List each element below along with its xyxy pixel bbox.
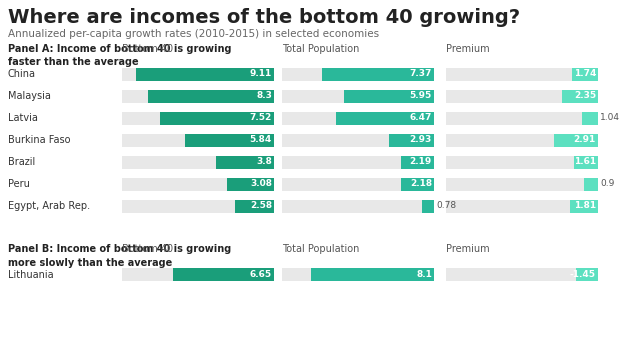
Bar — [336, 112, 434, 125]
Bar — [282, 156, 434, 169]
Text: 1.04: 1.04 — [600, 113, 620, 122]
Text: 2.93: 2.93 — [410, 136, 432, 145]
Text: 5.95: 5.95 — [410, 92, 432, 101]
Bar — [311, 268, 434, 281]
Bar — [122, 177, 274, 190]
Text: -1.45: -1.45 — [570, 270, 596, 279]
Text: 5.84: 5.84 — [250, 136, 272, 145]
Text: Panel A: Income of bottom 40 is growing
faster than the average: Panel A: Income of bottom 40 is growing … — [8, 44, 232, 67]
Text: Burkina Faso: Burkina Faso — [8, 135, 71, 145]
Bar — [446, 177, 598, 190]
Bar — [446, 200, 598, 213]
Bar — [282, 112, 434, 125]
Text: Bottom 40: Bottom 40 — [122, 44, 173, 54]
Bar — [160, 112, 274, 125]
Bar — [446, 156, 598, 169]
Bar — [446, 268, 598, 281]
Bar — [446, 112, 598, 125]
Bar — [562, 89, 598, 102]
Text: 3.8: 3.8 — [256, 157, 272, 166]
Bar — [122, 200, 274, 213]
Bar — [422, 200, 434, 213]
Text: 2.35: 2.35 — [574, 92, 596, 101]
Bar — [389, 133, 434, 146]
Text: 2.19: 2.19 — [410, 157, 432, 166]
Bar — [573, 156, 598, 169]
Text: 8.3: 8.3 — [256, 92, 272, 101]
Text: 0.78: 0.78 — [436, 201, 456, 210]
Bar — [446, 89, 598, 102]
Text: 9.11: 9.11 — [250, 69, 272, 78]
Text: 3.08: 3.08 — [250, 180, 272, 189]
Bar — [446, 68, 598, 81]
Bar — [185, 133, 274, 146]
Bar — [282, 68, 434, 81]
Bar — [173, 268, 274, 281]
Bar — [122, 112, 274, 125]
Text: Where are incomes of the bottom 40 growing?: Where are incomes of the bottom 40 growi… — [8, 8, 520, 27]
Text: 6.47: 6.47 — [409, 113, 432, 122]
Text: 1.74: 1.74 — [573, 69, 596, 78]
Text: 1.81: 1.81 — [574, 201, 596, 210]
Bar — [282, 133, 434, 146]
Text: 2.91: 2.91 — [574, 136, 596, 145]
Bar — [554, 133, 598, 146]
Text: 1.61: 1.61 — [574, 157, 596, 166]
Text: 2.58: 2.58 — [250, 201, 272, 210]
Bar — [282, 268, 434, 281]
Text: Total Population: Total Population — [282, 44, 359, 54]
Bar — [282, 200, 434, 213]
Text: 7.37: 7.37 — [409, 69, 432, 78]
Text: 7.52: 7.52 — [250, 113, 272, 122]
Text: 2.18: 2.18 — [410, 180, 432, 189]
Bar — [122, 89, 274, 102]
Bar — [322, 68, 434, 81]
Text: Panel B: Income of bottom 40 is growing
more slowly than the average: Panel B: Income of bottom 40 is growing … — [8, 245, 231, 268]
Text: Premium: Premium — [446, 44, 490, 54]
Bar — [122, 156, 274, 169]
Bar — [122, 68, 274, 81]
Bar — [582, 112, 598, 125]
Text: 0.9: 0.9 — [600, 180, 614, 189]
Bar — [122, 268, 274, 281]
Text: Lithuania: Lithuania — [8, 270, 54, 279]
Bar — [570, 200, 598, 213]
Bar — [148, 89, 274, 102]
Bar — [235, 200, 274, 213]
Bar — [135, 68, 274, 81]
Bar — [216, 156, 274, 169]
Text: China: China — [8, 69, 36, 79]
Text: Peru: Peru — [8, 179, 30, 189]
Text: Egypt, Arab Rep.: Egypt, Arab Rep. — [8, 201, 90, 211]
Text: Annualized per-capita growth rates (2010-2015) in selected economies: Annualized per-capita growth rates (2010… — [8, 29, 379, 39]
Bar — [344, 89, 434, 102]
Bar — [227, 177, 274, 190]
Text: Premium: Premium — [446, 245, 490, 254]
Bar — [401, 177, 434, 190]
Bar — [122, 133, 274, 146]
Bar — [282, 89, 434, 102]
Bar — [401, 156, 434, 169]
Text: Latvia: Latvia — [8, 113, 38, 123]
Bar — [584, 177, 598, 190]
Bar — [576, 268, 598, 281]
Bar — [446, 133, 598, 146]
Text: Malaysia: Malaysia — [8, 91, 51, 101]
Text: 8.1: 8.1 — [416, 270, 432, 279]
Bar — [282, 177, 434, 190]
Text: Total Population: Total Population — [282, 245, 359, 254]
Text: 6.65: 6.65 — [250, 270, 272, 279]
Bar — [572, 68, 598, 81]
Text: Bottom 40: Bottom 40 — [122, 245, 173, 254]
Text: Brazil: Brazil — [8, 157, 35, 167]
